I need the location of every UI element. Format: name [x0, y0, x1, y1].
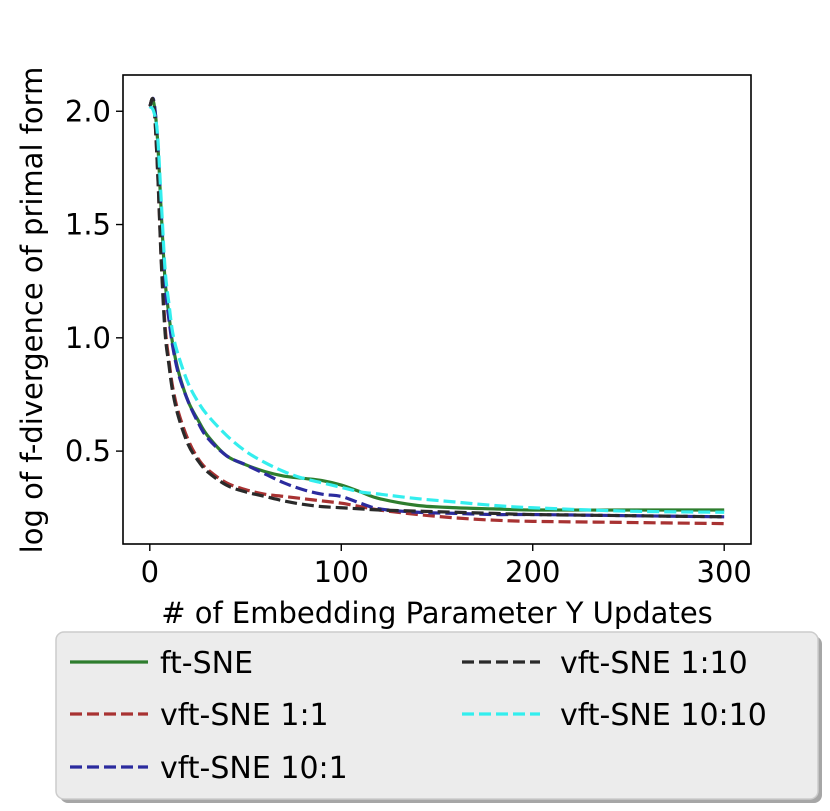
- x-tick-label: 100: [314, 555, 369, 589]
- y-tick-label: 0.5: [65, 434, 111, 468]
- legend-label: vft-SNE 10:10: [560, 698, 767, 733]
- y-tick-label: 2.0: [65, 94, 111, 128]
- y-tick-label: 1.5: [65, 208, 111, 242]
- series-layer: [148, 96, 725, 526]
- y-axis-title: log of f-divergence of primal form: [15, 67, 49, 554]
- plot-frame: [122, 74, 752, 545]
- series-line-vft-sne-1-1: [148, 96, 725, 526]
- x-tick-label: 200: [505, 555, 560, 589]
- x-tick-label: 300: [697, 555, 752, 589]
- legend-label: vft-SNE 1:1: [160, 698, 329, 733]
- legend: ft-SNE vft-SNE 1:1 vft-SNE 10:1 vft-SNE 1:1…: [55, 631, 822, 803]
- legend-items: ft-SNE vft-SNE 1:1 vft-SNE 10:1 vft-SNE 1:1…: [70, 646, 767, 786]
- plot-area: [122, 74, 752, 545]
- y-tick-label: 1.0: [65, 321, 111, 355]
- series-line-ft-sne: [148, 98, 725, 512]
- series-line-vft-sne-1-10: [148, 96, 725, 519]
- x-axis-title: # of Embedding Parameter Y Updates: [161, 596, 713, 630]
- series-line-vft-sne-10-1: [148, 96, 725, 519]
- legend-label: vft-SNE 10:1: [160, 751, 348, 786]
- legend-frame: [55, 631, 819, 800]
- legend-label: ft-SNE: [160, 646, 253, 681]
- ticks-layer: 0 100 200 300 0.5 1.0 1.5 2.0: [65, 94, 752, 589]
- series-line-vft-sne-10-10: [148, 105, 725, 514]
- legend-label: vft-SNE 1:10: [560, 646, 748, 681]
- x-tick-label: 0: [141, 555, 159, 589]
